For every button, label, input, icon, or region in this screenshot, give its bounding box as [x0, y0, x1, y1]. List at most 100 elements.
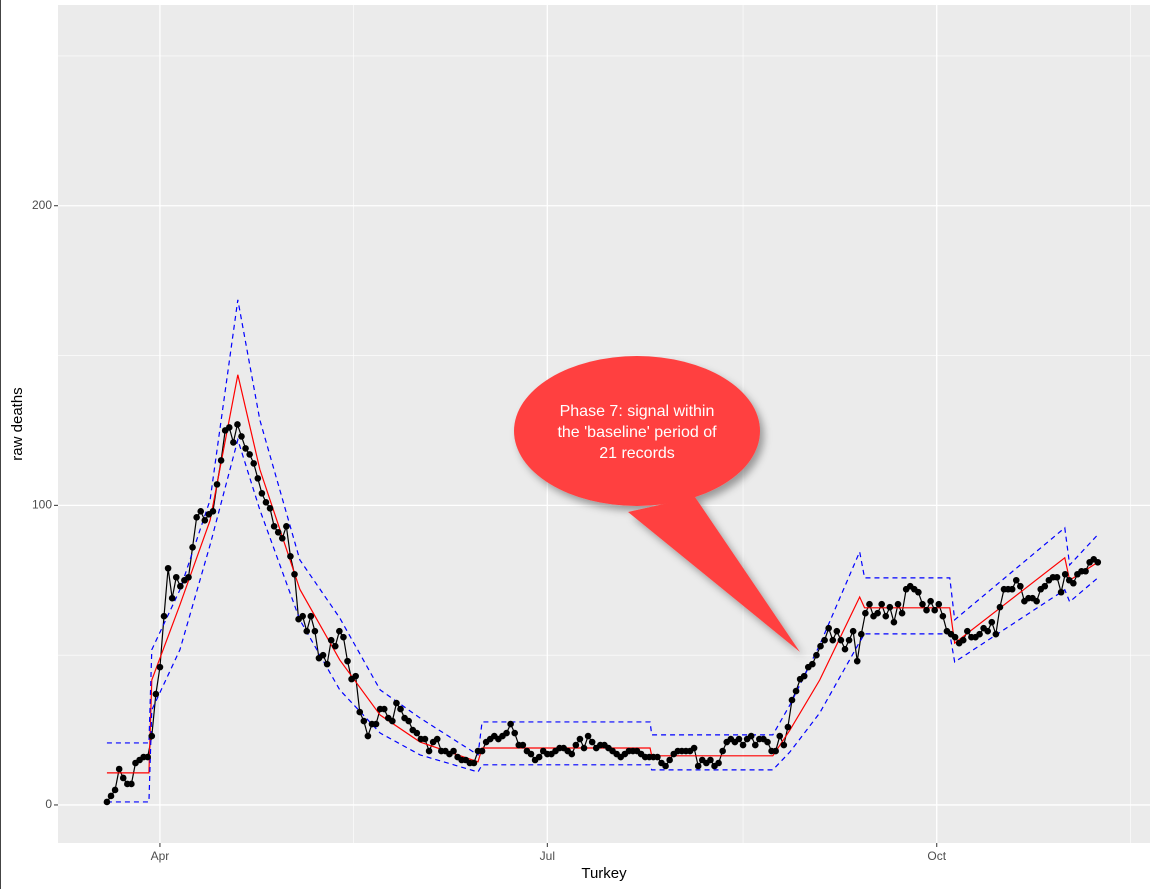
point [507, 720, 514, 728]
point [690, 744, 698, 752]
point [527, 750, 535, 758]
point [262, 499, 270, 506]
grid [58, 5, 1150, 843]
point [107, 792, 115, 800]
point [959, 636, 967, 644]
point [849, 627, 857, 635]
point [800, 672, 808, 680]
point [988, 618, 996, 626]
point [1041, 582, 1049, 590]
x-axis-title: Turkey [581, 865, 627, 882]
point [352, 672, 359, 680]
point [344, 657, 351, 665]
y-axis-title: raw deaths [9, 387, 26, 460]
point [784, 723, 792, 731]
point [829, 636, 837, 644]
point [360, 717, 368, 725]
point [421, 735, 429, 743]
point [882, 612, 890, 620]
point [230, 439, 237, 446]
point [225, 424, 233, 431]
x-tick-label: Jul [540, 849, 555, 863]
annotation-line: the 'baseline' period of [557, 424, 717, 441]
point [707, 756, 714, 764]
point [258, 490, 266, 497]
point [213, 481, 221, 488]
point [177, 582, 184, 590]
point [152, 690, 160, 698]
point [666, 756, 673, 764]
point [413, 729, 421, 737]
point [470, 759, 478, 767]
point [964, 627, 971, 635]
point [1033, 597, 1040, 605]
point [372, 720, 380, 728]
point [780, 741, 788, 749]
point [568, 750, 576, 758]
point [1070, 579, 1077, 587]
point [853, 657, 861, 665]
point [119, 774, 127, 782]
point [792, 687, 800, 695]
point [283, 523, 290, 530]
point [103, 798, 111, 806]
point [307, 612, 315, 620]
point [923, 606, 930, 614]
point [735, 735, 743, 743]
point [535, 753, 543, 761]
point [209, 508, 217, 515]
point [201, 517, 209, 524]
point [935, 600, 943, 608]
y-tick-label: 100 [32, 498, 52, 512]
x-tick-label: Apr [151, 849, 170, 863]
point [1057, 588, 1065, 596]
point [148, 732, 156, 740]
point [266, 505, 274, 512]
point [654, 753, 661, 761]
point [156, 663, 164, 671]
point [931, 606, 938, 614]
point [825, 624, 832, 632]
point [389, 717, 396, 725]
point [817, 642, 824, 650]
callout-pointer [628, 497, 800, 652]
point [311, 627, 319, 635]
point [866, 600, 873, 608]
point [719, 747, 726, 755]
x-tick-label: Oct [927, 849, 946, 863]
point [164, 564, 172, 572]
callout-bubble [514, 356, 760, 506]
point [425, 747, 433, 755]
point [478, 747, 486, 755]
point [841, 645, 849, 653]
point [217, 457, 225, 464]
point [160, 612, 168, 620]
point [327, 636, 335, 644]
point [837, 636, 845, 644]
point [764, 738, 771, 746]
point [1053, 573, 1061, 581]
band-line [106, 299, 1099, 756]
point [588, 738, 596, 746]
point [193, 514, 200, 521]
point [890, 618, 898, 626]
point [168, 594, 176, 602]
point [862, 609, 869, 617]
point [992, 630, 1000, 638]
point [1012, 576, 1020, 584]
point [898, 609, 906, 617]
point [356, 708, 364, 716]
point [878, 600, 885, 608]
point [951, 633, 959, 641]
point [1094, 558, 1102, 566]
point [874, 609, 881, 617]
point [694, 762, 702, 770]
point [197, 508, 205, 515]
point [572, 741, 580, 749]
point [813, 651, 820, 659]
point [845, 636, 853, 644]
point [331, 642, 339, 650]
point [919, 600, 926, 608]
